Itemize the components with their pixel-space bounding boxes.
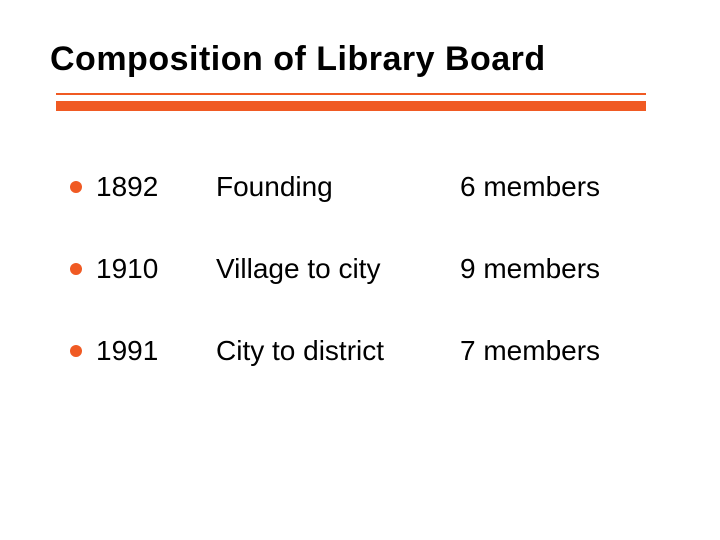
table-row: 1910 Village to city 9 members [70,253,660,285]
rows-container: 1892 Founding 6 members 1910 Village to … [50,171,670,367]
slide: Composition of Library Board 1892 Foundi… [0,0,720,540]
year-cell: 1991 [96,335,216,367]
event-cell: Village to city [216,253,460,285]
year-cell: 1910 [96,253,216,285]
bullet-icon [70,263,82,275]
year-cell: 1892 [96,171,216,203]
table-row: 1991 City to district 7 members [70,335,660,367]
table-row: 1892 Founding 6 members [70,171,660,203]
bullet-icon [70,345,82,357]
event-cell: City to district [216,335,460,367]
bullet-icon [70,181,82,193]
divider-top-line [56,93,646,95]
divider-mid-bar [56,101,646,111]
divider [56,93,646,115]
slide-title: Composition of Library Board [50,40,670,79]
members-cell: 6 members [460,171,660,203]
members-cell: 7 members [460,335,660,367]
members-cell: 9 members [460,253,660,285]
event-cell: Founding [216,171,460,203]
